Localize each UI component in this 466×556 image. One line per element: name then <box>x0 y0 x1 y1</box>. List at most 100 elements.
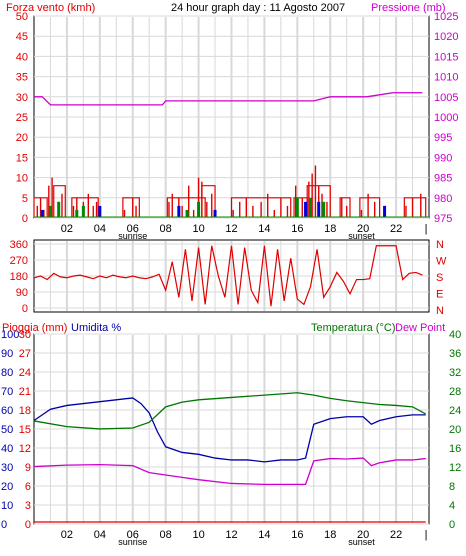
dewpoint-axis-title: Dew Point <box>395 322 445 334</box>
humidity-y-tick-label: 30 <box>1 462 13 474</box>
chart-title: 24 hour graph day : 11 Agosto 2007 <box>171 2 345 14</box>
wind-high-segment <box>230 197 292 217</box>
humidity-y-tick-label: 0 <box>1 519 7 531</box>
rain-y-tick-label: 3 <box>25 500 31 512</box>
rain-y-tick-label: 21 <box>19 386 31 398</box>
rain-y-tick-label: 12 <box>19 443 31 455</box>
wind-blue-bar <box>304 201 308 217</box>
sunset-label: sunset <box>348 231 375 241</box>
temperature-axis-title: Temperatura (°C) <box>311 322 395 334</box>
wind-high-segment <box>403 197 427 217</box>
x-tick-label: 20 <box>357 529 369 541</box>
pressure-y-tick-label: 1025 <box>434 11 458 23</box>
wind-high-segment <box>71 197 99 217</box>
temperature-line <box>33 392 427 430</box>
wind-y-tick-label: 35 <box>16 72 28 84</box>
x-tick-label: 12 <box>225 529 237 541</box>
x-tick-label: 02 <box>61 529 73 541</box>
pressure-y-tick-label: 995 <box>434 132 452 144</box>
temperature-y-tick-label: 0 <box>449 519 455 531</box>
compass-label: N <box>436 305 444 317</box>
temperature-y-tick-label: 36 <box>449 348 461 360</box>
wind-y-tick-label: 15 <box>16 152 28 164</box>
compass-label: S <box>436 272 443 284</box>
compass-label: E <box>436 289 443 301</box>
sunset-label: sunset <box>348 537 375 547</box>
wind-green-bar <box>81 205 85 217</box>
x-tick-label: 06 <box>127 223 139 235</box>
wind-y-tick-label: 20 <box>16 132 28 144</box>
pressure-y-tick-label: 975 <box>434 213 452 225</box>
direction-y-tick-label: 270 <box>10 255 28 267</box>
x-tick-label: 14 <box>258 223 270 235</box>
x-tick-label: 04 <box>94 529 106 541</box>
pressure-y-tick-label: 985 <box>434 173 452 185</box>
x-tick-label: 18 <box>324 529 336 541</box>
wind-y-tick-label: 10 <box>16 173 28 185</box>
wind-blue-bar <box>98 205 102 217</box>
rain-y-tick-label: 27 <box>19 348 31 360</box>
x-tick-label: 04 <box>94 223 106 235</box>
direction-y-tick-label: 90 <box>16 287 28 299</box>
compass-label: N <box>436 239 444 251</box>
x-tick-label: 20 <box>357 223 369 235</box>
sunrise-label: sunrise <box>118 231 147 241</box>
wind-high-segment <box>166 197 206 217</box>
wind-blue-bar <box>40 209 44 217</box>
x-tick-label: 16 <box>291 223 303 235</box>
temperature-y-tick-label: 16 <box>449 443 461 455</box>
x-tick-end: | <box>425 529 428 541</box>
humidity-line <box>33 397 426 463</box>
direction-y-tick-label: 180 <box>10 271 28 283</box>
wind-y-tick-label: 25 <box>16 112 28 124</box>
temperature-y-tick-label: 24 <box>449 405 461 417</box>
humidity-y-tick-label: 20 <box>1 481 13 493</box>
x-tick-label: 08 <box>160 223 172 235</box>
wind-green-bar <box>309 197 312 217</box>
wind-blue-bar <box>213 209 217 217</box>
x-tick-label: 06 <box>127 529 139 541</box>
x-tick-label: 10 <box>192 223 204 235</box>
pressure-y-tick-label: 990 <box>434 152 452 164</box>
temperature-y-tick-label: 20 <box>449 424 461 436</box>
pressure-y-tick-label: 1010 <box>434 72 458 84</box>
x-tick-label: 10 <box>192 529 204 541</box>
wind-green-bar <box>295 197 299 217</box>
sunrise-label: sunrise <box>118 537 147 547</box>
pressure-y-tick-label: 1005 <box>434 92 458 104</box>
wind-green-bar <box>322 201 326 217</box>
wind-y-tick-label: 40 <box>16 51 28 63</box>
wind-high-segment <box>122 197 140 217</box>
rain-y-tick-label: 9 <box>25 462 31 474</box>
wind-y-tick-label: 0 <box>22 213 28 225</box>
temperature-y-tick-label: 32 <box>449 367 461 379</box>
wind-high-segment <box>339 197 351 217</box>
x-tick-label: 22 <box>390 529 402 541</box>
pressure-axis-title: Pressione (mb) <box>371 2 446 14</box>
pressure-y-tick-label: 1020 <box>434 31 458 43</box>
x-tick-label: 22 <box>390 223 402 235</box>
x-tick-label: 02 <box>61 223 73 235</box>
wind-y-tick-label: 45 <box>16 31 28 43</box>
wind-green-bar <box>185 209 189 217</box>
pressure-y-tick-label: 1000 <box>434 112 458 124</box>
dewpoint-line <box>33 457 426 486</box>
humidity-y-tick-label: 70 <box>1 386 13 398</box>
x-tick-label: 12 <box>225 223 237 235</box>
pressure-y-tick-label: 1015 <box>434 51 458 63</box>
wind-y-tick-label: 50 <box>16 11 28 23</box>
wind-axis-title: Forza vento (kmh) <box>6 2 95 14</box>
temperature-y-tick-label: 40 <box>449 329 461 341</box>
rain-y-tick-label: 18 <box>19 405 31 417</box>
pressure-y-tick-label: 980 <box>434 193 452 205</box>
wind-green-bar <box>57 201 61 217</box>
temperature-y-tick-label: 8 <box>449 481 455 493</box>
humidity-y-tick-label: 90 <box>1 348 13 360</box>
humidity-axis-title: Umidita % <box>71 322 121 334</box>
x-tick-label: 08 <box>160 529 172 541</box>
wind-direction-line <box>33 245 423 307</box>
compass-label: W <box>436 256 447 268</box>
rain-y-tick-label: 6 <box>25 481 31 493</box>
x-tick-label: 18 <box>324 223 336 235</box>
